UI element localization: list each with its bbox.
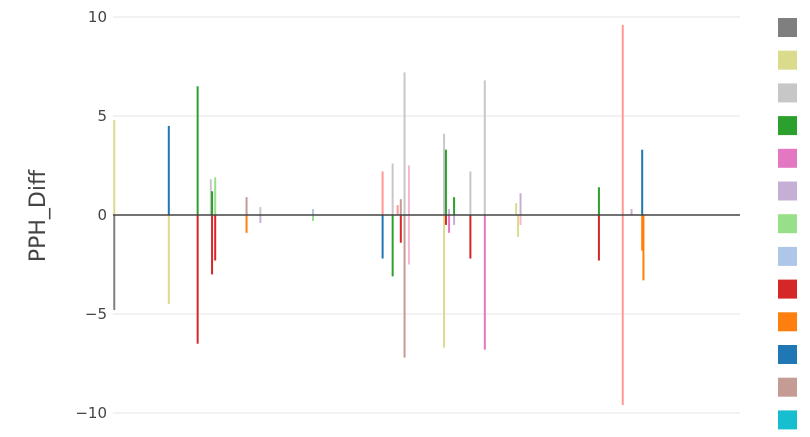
bar[interactable] (312, 209, 315, 215)
bar[interactable] (483, 215, 486, 350)
bar[interactable] (621, 215, 624, 406)
bar[interactable] (399, 215, 402, 243)
bar[interactable] (403, 72, 406, 215)
bar[interactable] (469, 215, 472, 259)
bar[interactable] (453, 197, 456, 215)
bar[interactable] (641, 215, 644, 251)
bar[interactable] (381, 215, 384, 259)
bar[interactable] (396, 205, 399, 215)
bar[interactable] (214, 215, 217, 261)
bar[interactable] (259, 215, 262, 223)
bar[interactable] (443, 133, 446, 215)
bar[interactable] (597, 187, 600, 215)
bar[interactable] (209, 179, 212, 215)
bar[interactable] (448, 215, 451, 233)
bar[interactable] (407, 165, 410, 216)
legend-swatch[interactable] (778, 377, 797, 397)
bar[interactable] (167, 125, 170, 215)
bar[interactable] (399, 199, 402, 215)
bar[interactable] (391, 215, 394, 277)
bar[interactable] (642, 215, 645, 281)
legend-swatch[interactable] (778, 181, 797, 201)
bar[interactable] (113, 215, 116, 311)
bar[interactable] (259, 207, 262, 215)
bar[interactable] (113, 119, 116, 215)
bar[interactable] (245, 197, 248, 215)
bar[interactable] (448, 209, 451, 215)
bar[interactable] (621, 24, 624, 216)
bar[interactable] (214, 177, 217, 215)
bar[interactable] (196, 215, 199, 344)
legend-swatch[interactable] (778, 410, 797, 430)
bar[interactable] (407, 215, 410, 265)
bar[interactable] (403, 215, 406, 358)
y-tick-labels: 10 5 0 −5 −10 (75, 8, 107, 422)
legend-swatch[interactable] (778, 345, 797, 364)
bar[interactable] (519, 193, 522, 215)
bar[interactable] (196, 86, 199, 215)
bar[interactable] (443, 215, 446, 348)
bar[interactable] (211, 191, 214, 215)
legend[interactable] (778, 18, 797, 430)
y-tick-label: −10 (75, 404, 107, 422)
legend-swatch[interactable] (778, 246, 797, 266)
bar[interactable] (312, 215, 315, 221)
bar[interactable] (597, 215, 600, 261)
y-axis-title: PPH_Diff (26, 169, 51, 262)
bar[interactable] (391, 163, 394, 215)
legend-swatch[interactable] (778, 116, 797, 136)
bar[interactable] (517, 215, 520, 237)
bar[interactable] (453, 215, 456, 225)
bar[interactable] (381, 171, 384, 215)
bar[interactable] (245, 215, 248, 233)
y-tick-label: −5 (85, 305, 107, 323)
bars-layer (113, 24, 645, 406)
bar[interactable] (211, 215, 214, 275)
y-gridlines (113, 16, 740, 414)
y-tick-label: 0 (97, 206, 107, 224)
legend-swatch[interactable] (778, 83, 797, 103)
legend-swatch[interactable] (778, 148, 797, 168)
bar[interactable] (630, 209, 633, 215)
bar[interactable] (444, 215, 447, 225)
bar[interactable] (167, 215, 170, 305)
bar[interactable] (515, 203, 518, 215)
legend-swatch[interactable] (778, 50, 797, 70)
legend-swatch[interactable] (778, 312, 797, 332)
bar[interactable] (519, 215, 522, 225)
y-tick-label: 10 (88, 8, 107, 26)
legend-swatch[interactable] (778, 18, 797, 37)
bar[interactable] (641, 149, 644, 215)
y-tick-label: 5 (97, 107, 107, 125)
bar[interactable] (444, 149, 447, 215)
legend-swatch[interactable] (778, 279, 797, 299)
legend-swatch[interactable] (778, 214, 797, 234)
bar[interactable] (469, 171, 472, 215)
bar[interactable] (483, 80, 486, 215)
